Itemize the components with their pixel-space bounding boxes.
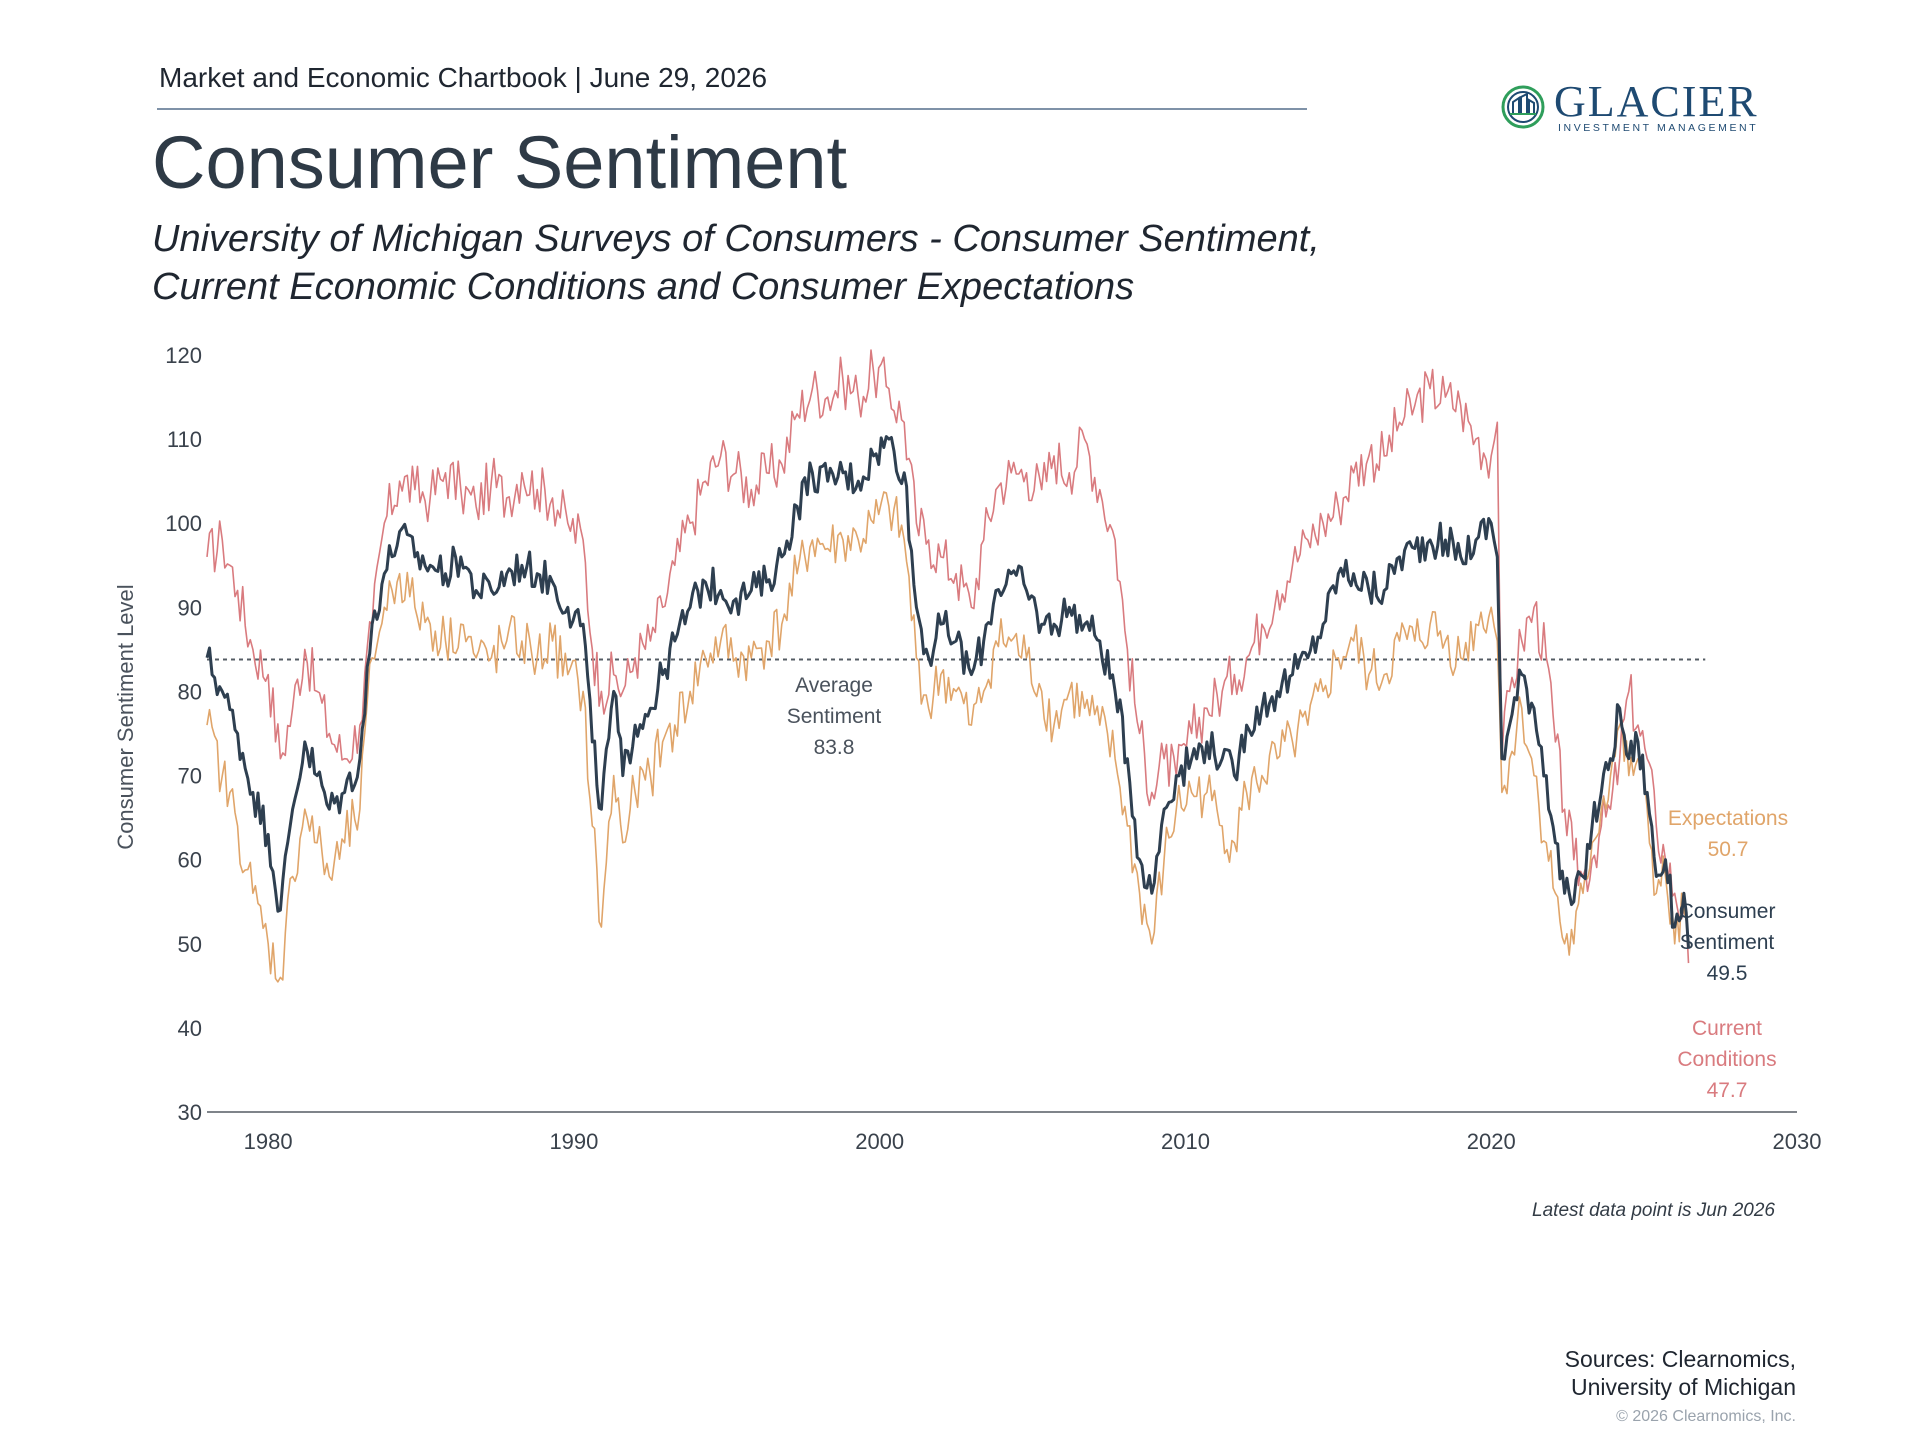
average-label-line-2: Sentiment [787, 705, 882, 728]
y-tick-label: 60 [178, 848, 202, 873]
subtitle-line-2: Current Economic Conditions and Consumer… [152, 266, 1135, 308]
y-tick-label: 50 [178, 932, 202, 957]
current-conditions-label-line-1: Current [1692, 1017, 1762, 1040]
y-tick-label: 110 [167, 427, 202, 452]
y-tick-label: 120 [165, 343, 202, 368]
average-label-value: 83.8 [814, 736, 855, 759]
current-conditions-latest-value: 47.7 [1707, 1079, 1748, 1102]
y-axis-ticks: 30 40 50 60 70 80 90 100 110 120 [165, 343, 202, 1125]
y-tick-label: 80 [178, 679, 202, 704]
page-title: Consumer Sentiment [152, 121, 848, 204]
page-subtitle: University of Michigan Surveys of Consum… [152, 215, 1320, 311]
logo-tagline: INVESTMENT MANAGEMENT [1558, 122, 1759, 134]
current-conditions-label-line-2: Conditions [1677, 1048, 1776, 1071]
expectations-latest-value: 50.7 [1708, 838, 1749, 861]
consumer-sentiment-latest-value: 49.5 [1707, 962, 1748, 985]
x-tick-label: 2010 [1161, 1129, 1210, 1154]
x-tick-label: 1990 [549, 1129, 598, 1154]
company-logo: GLACIER INVESTMENT MANAGEMENT [1500, 77, 1770, 134]
consumer-sentiment-label-line-2: Sentiment [1680, 931, 1775, 954]
latest-data-note: Latest data point is Jun 2026 [1532, 1200, 1775, 1221]
current-conditions-series-line [206, 349, 1690, 964]
x-axis-ticks: 1980 1990 2000 2010 2020 2030 [244, 1129, 1822, 1154]
y-tick-label: 90 [178, 595, 202, 620]
globe-icon [1501, 85, 1545, 129]
average-label: Average Sentiment 83.8 [787, 674, 882, 759]
y-tick-label: 30 [178, 1100, 202, 1125]
sources-line-1: Sources: Clearnomics, [1564, 1346, 1796, 1372]
series-end-labels: Expectations 50.7 Consumer Sentiment 49.… [1668, 807, 1788, 1102]
expectations-label: Expectations [1668, 807, 1788, 830]
y-axis-label: Consumer Sentiment Level [113, 584, 138, 849]
copyright: © 2026 Clearnomics, Inc. [1616, 1408, 1796, 1425]
subtitle-line-1: University of Michigan Surveys of Consum… [152, 218, 1320, 260]
y-tick-label: 100 [165, 511, 202, 536]
x-tick-label: 2020 [1467, 1129, 1516, 1154]
x-tick-label: 1980 [244, 1129, 293, 1154]
x-tick-label: 2000 [855, 1129, 904, 1154]
x-tick-label: 2030 [1773, 1129, 1822, 1154]
chartbook-header: Market and Economic Chartbook | June 29,… [159, 62, 768, 93]
series-lines [205, 349, 1690, 983]
header-divider [157, 108, 1307, 110]
consumer-sentiment-label-line-1: Consumer [1679, 900, 1776, 923]
consumer-sentiment-series-line [205, 435, 1690, 949]
sources-line-2: University of Michigan [1571, 1374, 1796, 1400]
y-tick-label: 70 [178, 764, 202, 789]
sources: Sources: Clearnomics, University of Mich… [1565, 1345, 1796, 1401]
y-tick-label: 40 [178, 1016, 202, 1041]
expectations-series-line [206, 491, 1690, 983]
average-label-line-1: Average [795, 674, 873, 697]
logo-name: GLACIER [1554, 77, 1759, 126]
